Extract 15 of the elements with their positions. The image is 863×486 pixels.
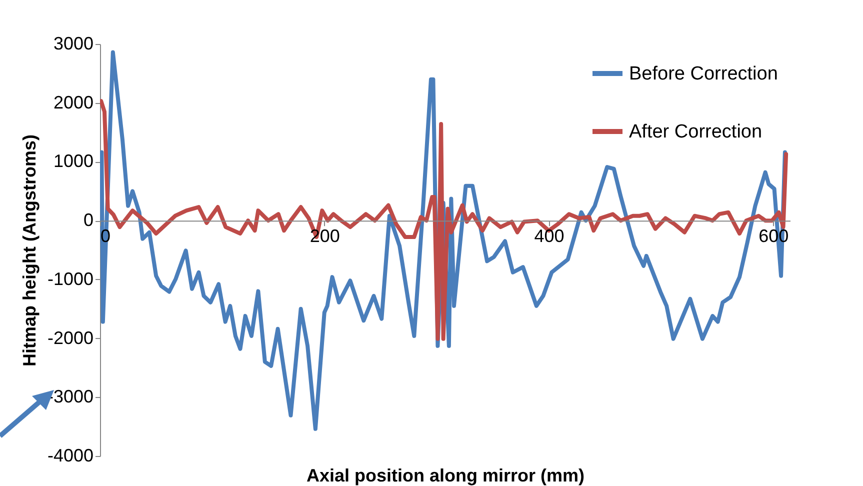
x-axis-title: Axial position along mirror (mm)	[306, 466, 585, 486]
y-tick-label: 1000	[53, 151, 94, 172]
legend-label: After Correction	[629, 122, 762, 142]
x-tick-label: 200	[310, 226, 340, 246]
legend-label: Before Correction	[629, 64, 778, 84]
y-tick-label: -3000	[47, 386, 94, 407]
y-tick-label: -4000	[47, 446, 94, 466]
y-tick-label: -2000	[47, 328, 94, 348]
y-axis-title: Hitmap height (Angstroms)	[19, 134, 40, 366]
line-series	[100, 99, 788, 341]
y-tick-label: -1000	[47, 268, 94, 289]
y-tick-label: 0	[83, 210, 94, 230]
x-tick-label: 400	[534, 226, 564, 246]
y-tick-label: 2000	[53, 92, 94, 112]
y-tick-label: 3000	[53, 34, 94, 54]
